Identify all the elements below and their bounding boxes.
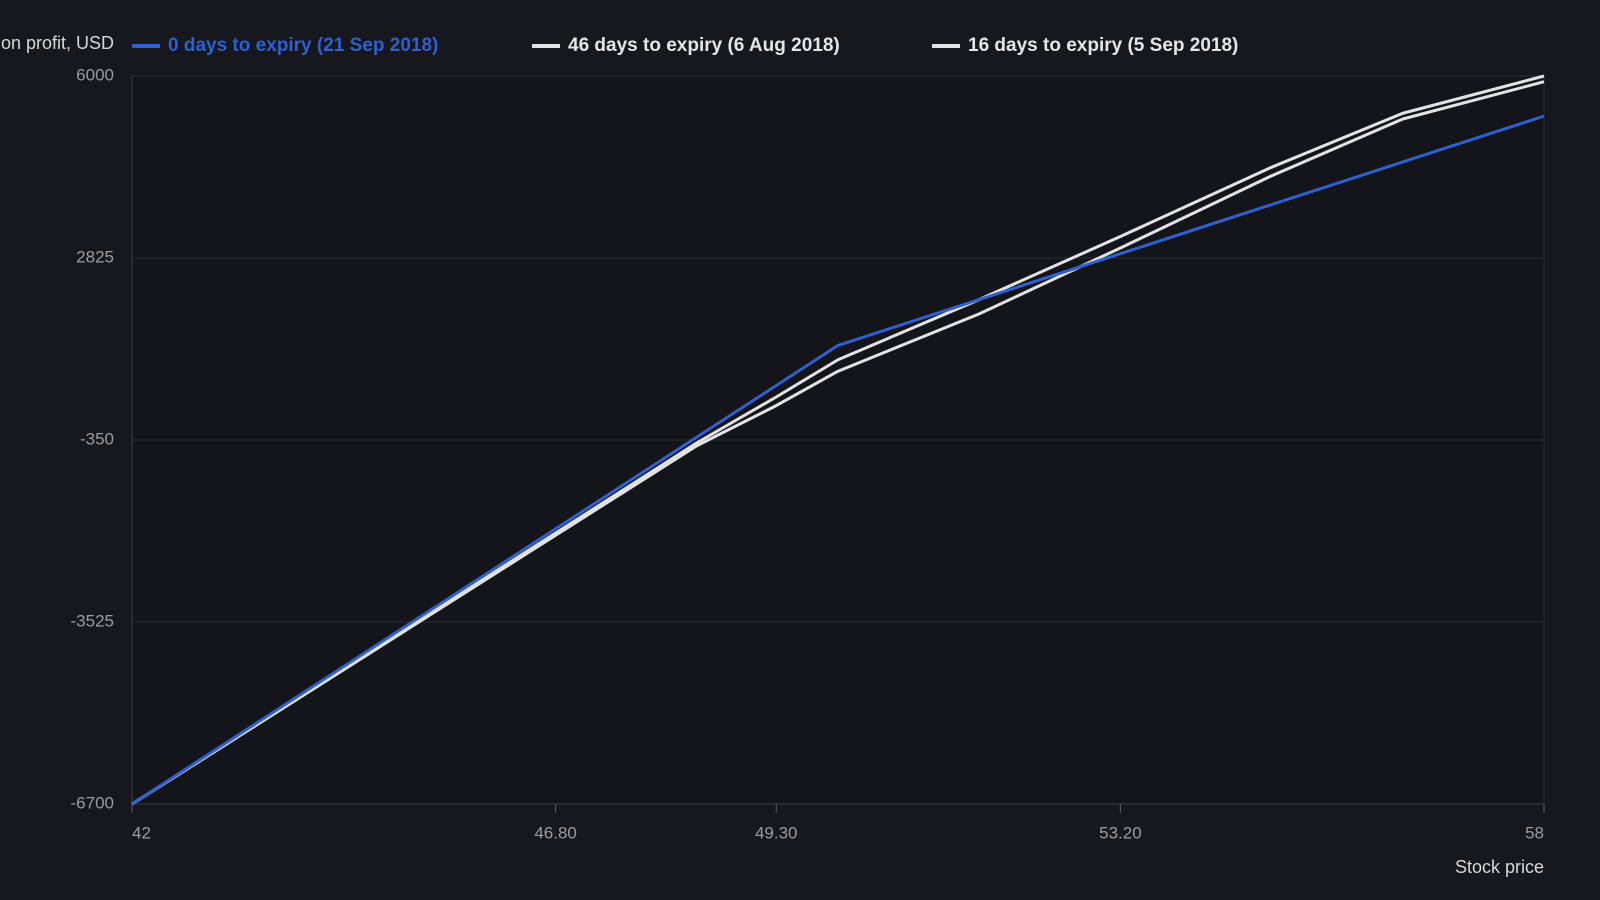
x-tick-label: 49.30 [755, 823, 798, 842]
legend-label[interactable]: 16 days to expiry (5 Sep 2018) [968, 35, 1238, 56]
x-tick-label: 53.20 [1099, 823, 1142, 842]
y-tick-label: -3525 [71, 611, 114, 630]
x-tick-label: 42 [132, 823, 151, 842]
y-tick-label: -350 [80, 429, 114, 448]
y-axis-label: on profit, USD [1, 33, 114, 53]
series-line [131, 114, 1545, 806]
y-tick-label: 2825 [76, 247, 114, 266]
y-tick-label: 6000 [76, 65, 114, 84]
legend-label[interactable]: 0 days to expiry (21 Sep 2018) [168, 35, 438, 56]
x-axis-label: Stock price [1455, 857, 1544, 877]
legend-label[interactable]: 46 days to expiry (6 Aug 2018) [568, 35, 840, 56]
x-tick-label: 58 [1525, 823, 1544, 842]
x-tick-label: 46.80 [534, 823, 577, 842]
series-line [131, 80, 1545, 806]
y-tick-label: -6700 [71, 793, 114, 812]
